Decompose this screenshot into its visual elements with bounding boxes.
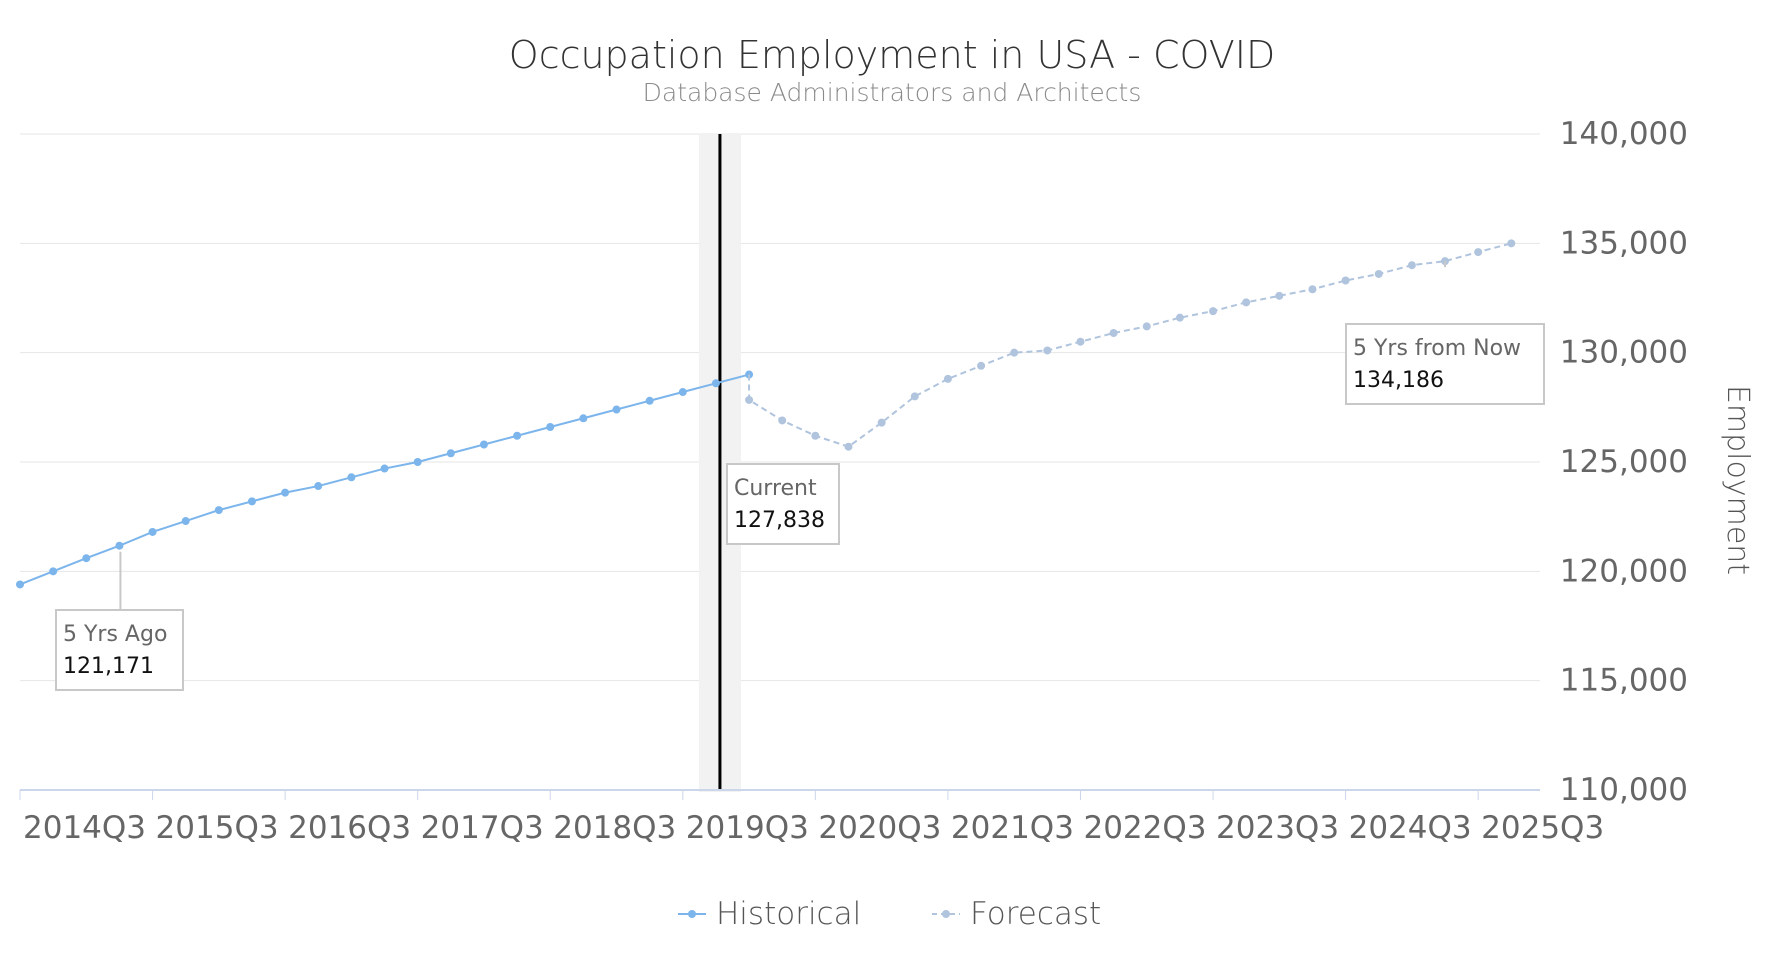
forecast-data-point[interactable] [1507,239,1516,248]
x-tick-label: 2017Q3 [421,810,544,846]
legend-historical-label: Historical [716,896,861,932]
historical-data-point[interactable] [281,488,290,497]
x-tick-label: 2018Q3 [553,810,676,846]
forecast-data-point[interactable] [1109,328,1118,337]
historical-data-point[interactable] [612,405,621,414]
historical-data-point[interactable] [711,379,720,388]
legend-forecast-label: Forecast [970,896,1101,932]
legend-historical-swatch-marker [688,910,696,918]
y-tick-label: 125,000 [1560,444,1688,480]
forecast-data-point[interactable] [1209,307,1218,316]
annotation-box [55,609,184,691]
annotation-current: Current 127,838 [726,463,840,545]
forecast-data-point[interactable] [745,395,754,404]
historical-data-point[interactable] [314,482,323,491]
historical-data-point[interactable] [413,458,422,466]
x-tick-label: 2020Q3 [818,810,941,846]
legend-forecast-swatch-marker [942,910,950,918]
forecast-data-point[interactable] [1242,298,1251,307]
forecast-data-point[interactable] [877,418,886,427]
y-tick-label: 120,000 [1560,553,1688,589]
y-tick-label: 135,000 [1560,225,1688,261]
historical-data-point[interactable] [82,554,91,563]
historical-data-point[interactable] [247,497,256,506]
forecast-data-point[interactable] [811,431,820,440]
annotation-label: Current [734,476,817,501]
annotation-box [1345,323,1545,405]
historical-data-point[interactable] [546,423,555,432]
forecast-data-point[interactable] [1142,322,1151,331]
legend-item-historical[interactable]: Historical [678,896,861,932]
y-tick-label: 130,000 [1560,335,1688,371]
forecast-data-point[interactable] [778,416,787,425]
annotation-value: 121,171 [63,654,154,679]
x-tick-label: 2023Q3 [1216,810,1339,846]
x-tick-label: 2021Q3 [951,810,1074,846]
forecast-data-point[interactable] [1308,285,1317,294]
historical-data-point[interactable] [446,449,455,458]
forecast-data-point[interactable] [1341,276,1350,285]
historical-data-point[interactable] [214,506,223,515]
forecast-data-point[interactable] [1076,337,1085,346]
historical-data-point[interactable] [148,527,157,536]
annotation-label: 5 Yrs Ago [63,622,167,647]
historical-data-point[interactable] [579,414,588,423]
annotation-5-yrs-ago: 5 Yrs Ago 121,171 [55,551,184,691]
historical-data-point[interactable] [16,580,24,589]
forecast-data-point[interactable] [1374,269,1383,278]
historical-data-point[interactable] [479,440,488,449]
y-tick-label: 110,000 [1560,772,1688,808]
forecast-data-point[interactable] [910,392,919,401]
x-tick-label: 2016Q3 [288,810,411,846]
historical-data-point[interactable] [645,396,654,405]
series-layer [16,239,1516,589]
forecast-data-point[interactable] [977,361,986,370]
forecast-data-point[interactable] [943,374,952,383]
historical-data-point[interactable] [513,431,522,440]
historical-data-point[interactable] [49,567,58,576]
annotation-layer: 5 Yrs Ago 121,171 Current 127,838 5 Yrs from… [55,261,1545,691]
x-tick-label: 2022Q3 [1083,810,1206,846]
x-tick-label: 2025Q3 [1481,810,1604,846]
forecast-data-point[interactable] [1043,346,1052,355]
forecast-data-point[interactable] [1175,313,1184,322]
legend-item-forecast[interactable]: Forecast [932,896,1101,932]
chart-title: Occupation Employment in USA - COVID [509,33,1275,77]
axis-layer: 110,000 115,000 120,000 125,000 130,000 135,0… [19,116,1688,846]
annotation-value: 127,838 [734,508,825,533]
historical-series-line [19,373,750,586]
forecast-data-point[interactable] [844,442,853,451]
x-tick-label: 2019Q3 [686,810,809,846]
legend: Historical Forecast [678,896,1101,932]
x-tick-label: 2015Q3 [156,810,279,846]
chart-subtitle: Database Administrators and Architects [643,78,1142,107]
grid-layer [20,133,1540,682]
x-tick-label: 2024Q3 [1349,810,1472,846]
y-axis-title: Employment [1720,385,1755,575]
forecast-data-point[interactable] [1474,248,1483,257]
y-tick-label: 115,000 [1560,663,1688,699]
historical-data-point[interactable] [380,464,389,473]
annotation-5-yrs-from-now: 5 Yrs from Now 134,186 [1345,261,1545,405]
forecast-data-point[interactable] [1407,261,1416,270]
y-tick-label: 140,000 [1560,116,1688,152]
forecast-data-point[interactable] [1010,348,1019,357]
annotation-label: 5 Yrs from Now [1353,336,1521,361]
annotation-value: 134,186 [1353,368,1444,393]
historical-data-point[interactable] [181,517,190,526]
historical-data-point[interactable] [115,541,124,550]
x-tick-label: 2014Q3 [23,810,146,846]
forecast-data-point[interactable] [1275,291,1284,300]
historical-data-point[interactable] [347,473,356,482]
annotation-box [726,463,840,545]
historical-data-point[interactable] [678,388,687,397]
